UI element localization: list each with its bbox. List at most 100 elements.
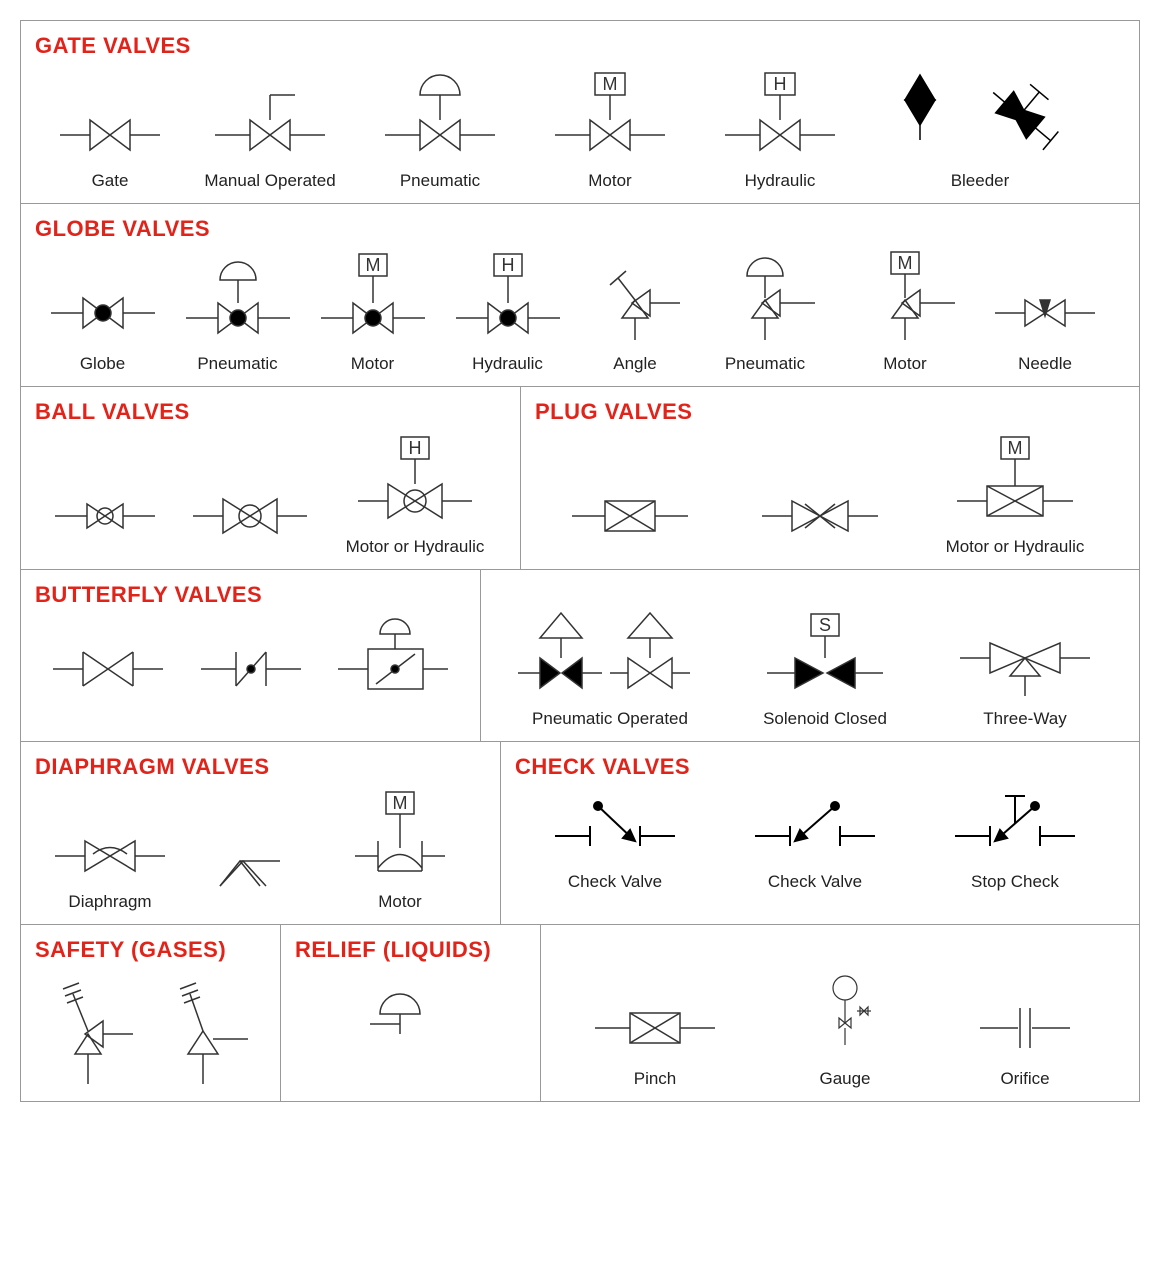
globe-icon <box>43 258 163 348</box>
section-globe: GLOBE VALVES Globe <box>21 204 1139 386</box>
svg-text:M: M <box>365 255 380 275</box>
item-diaphragm-motor: M Motor <box>315 786 485 912</box>
label: Hydraulic <box>745 171 816 191</box>
item-plug1 <box>535 461 725 557</box>
item-gate-motor: M Motor <box>525 65 695 191</box>
row-globe: GLOBE VALVES Globe <box>21 204 1139 387</box>
item-gate-pneumatic: Pneumatic <box>355 65 525 191</box>
label: Gate <box>92 171 129 191</box>
item-gate: Gate <box>35 85 185 191</box>
svg-text:H: H <box>409 438 422 458</box>
title-gate: GATE VALVES <box>35 33 1125 59</box>
label: Pneumatic <box>197 354 277 374</box>
gate-manual-icon <box>205 75 335 165</box>
item-diaphragm: Diaphragm <box>35 806 185 912</box>
label: Angle <box>613 354 656 374</box>
section-gate: GATE VALVES Gate <box>21 21 1139 203</box>
svg-text:M: M <box>1008 438 1023 458</box>
relief-icon <box>335 969 475 1069</box>
row-diaphragm-check: DIAPHRAGM VALVES Diaphragm <box>21 742 1139 925</box>
plug1-icon <box>560 461 700 551</box>
label: Gauge <box>819 1069 870 1089</box>
label: Hydraulic <box>472 354 543 374</box>
svg-text:S: S <box>819 615 831 635</box>
gate-hydraulic-icon: H <box>715 65 845 165</box>
bleeder-icon <box>870 65 1090 165</box>
item-stop-check: Stop Check <box>915 786 1115 892</box>
label: Pneumatic Operated <box>532 709 688 729</box>
item-bleeder: Bleeder <box>865 65 1095 191</box>
section-ball: BALL VALVES <box>21 387 521 569</box>
item-check1: Check Valve <box>515 786 715 892</box>
globe-pneu-icon <box>178 248 298 348</box>
gate-motor-icon: M <box>545 65 675 165</box>
diaphragm-arch-icon <box>195 836 305 906</box>
orifice-icon <box>960 983 1090 1063</box>
three-way-icon <box>950 608 1100 703</box>
item-check2: Check Valve <box>715 786 915 892</box>
row-ball-plug: BALL VALVES <box>21 387 1139 570</box>
bfly2-icon <box>191 624 311 704</box>
label: Motor <box>588 171 631 191</box>
section-butterfly-left: BUTTERFLY VALVES <box>21 570 481 741</box>
item-gauge: Gauge <box>755 963 935 1089</box>
item-angle: Angle <box>575 258 695 374</box>
gauge-icon <box>785 963 905 1063</box>
item-pinch: Pinch <box>555 983 755 1089</box>
label: Motor <box>351 354 394 374</box>
item-plug-motor: M Motor or Hydraulic <box>915 431 1115 557</box>
label: Pneumatic <box>400 171 480 191</box>
item-gate-hydraulic: H Hydraulic <box>695 65 865 191</box>
ball-lg-icon <box>185 461 315 551</box>
item-needle: Needle <box>975 258 1115 374</box>
label: Bleeder <box>951 171 1010 191</box>
diaphragm-icon <box>45 806 175 886</box>
item-safety1 <box>35 969 150 1089</box>
item-ball1 <box>35 461 175 557</box>
label: Motor <box>883 354 926 374</box>
title-check: CHECK VALVES <box>515 754 1125 780</box>
globe-motor-icon: M <box>313 248 433 348</box>
label: Globe <box>80 354 125 374</box>
label: Diaphragm <box>68 892 151 912</box>
check2-icon <box>740 786 890 866</box>
section-safety: SAFETY (GASES) <box>21 925 281 1101</box>
globe-hyd-icon: H <box>448 248 568 348</box>
label: Motor or Hydraulic <box>346 537 485 557</box>
gate-icon <box>50 85 170 165</box>
gate-pneumatic-icon <box>375 65 505 165</box>
label: Check Valve <box>568 872 662 892</box>
valve-symbol-chart: GATE VALVES Gate <box>20 20 1140 1102</box>
row-gate: GATE VALVES Gate <box>21 21 1139 204</box>
label: Pinch <box>634 1069 677 1089</box>
item-plug2 <box>725 461 915 557</box>
title-safety: SAFETY (GASES) <box>35 937 266 963</box>
label: Needle <box>1018 354 1072 374</box>
section-misc: Pinch <box>541 925 1139 1101</box>
item-bfly1 <box>35 624 182 704</box>
angle-pneu-icon <box>705 248 825 348</box>
bfly3-icon <box>328 614 458 704</box>
item-angle-pneu: Pneumatic <box>695 248 835 374</box>
section-check: CHECK VALVES Check Va <box>501 742 1139 924</box>
item-globe-pneu: Pneumatic <box>170 248 305 374</box>
item-angle-motor: M Motor <box>835 248 975 374</box>
section-relief: RELIEF (LIQUIDS) <box>281 925 541 1101</box>
needle-icon <box>985 258 1105 348</box>
item-ball2 <box>175 461 325 557</box>
item-bfly-sol: S Solenoid Closed <box>725 608 925 729</box>
title-diaphragm: DIAPHRAGM VALVES <box>35 754 486 780</box>
svg-text:H: H <box>774 74 787 94</box>
ball-motor-icon: H <box>350 431 480 531</box>
label: Three-Way <box>983 709 1066 729</box>
item-safety2 <box>150 969 265 1089</box>
label: Motor or Hydraulic <box>946 537 1085 557</box>
svg-text:M: M <box>393 793 408 813</box>
safety1-icon <box>43 969 143 1089</box>
item-bfly2 <box>182 624 319 704</box>
title-ball: BALL VALVES <box>35 399 506 425</box>
label: Manual Operated <box>204 171 335 191</box>
row-butterfly: BUTTERFLY VALVES <box>21 570 1139 742</box>
diaphragm-motor-icon: M <box>340 786 460 886</box>
angle-icon <box>580 258 690 348</box>
